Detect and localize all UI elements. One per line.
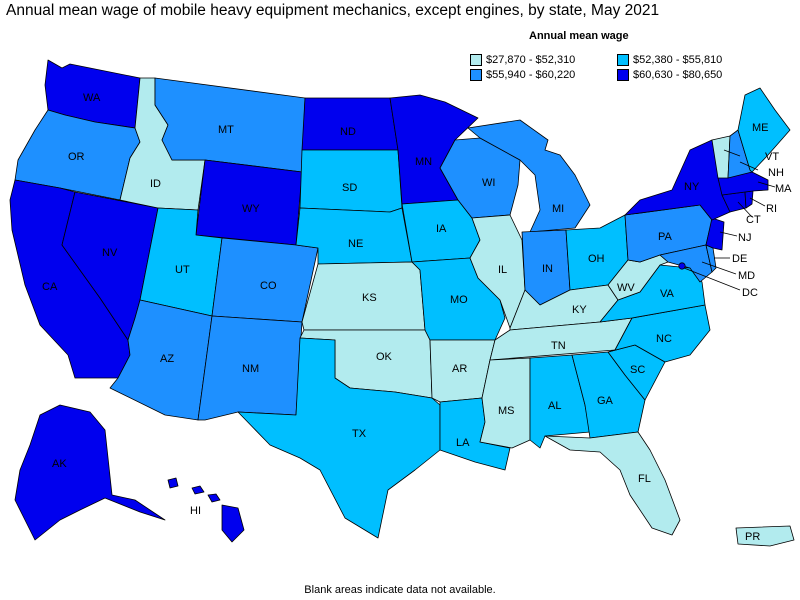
state-me[interactable] — [737, 87, 791, 173]
label-nd: ND — [340, 126, 356, 138]
leader-line-ct — [737, 201, 753, 218]
label-wy: WY — [242, 203, 260, 215]
label-mn: MN — [415, 156, 432, 168]
label-vt: VT — [765, 151, 779, 163]
label-ak: AK — [52, 458, 67, 470]
label-ri: RI — [766, 203, 777, 215]
state-co[interactable] — [211, 237, 319, 323]
label-nh: NH — [768, 167, 784, 179]
label-tn: TN — [551, 340, 566, 352]
state-sd[interactable] — [299, 149, 403, 213]
leader-line-nh — [739, 161, 759, 171]
label-mo: MO — [450, 294, 468, 306]
label-de: DE — [732, 253, 747, 265]
label-ia: IA — [436, 223, 447, 235]
label-il: IL — [498, 264, 507, 276]
label-pr: PR — [745, 531, 760, 543]
state-dc[interactable] — [678, 262, 686, 270]
label-ma: MA — [775, 183, 792, 195]
state-nd[interactable] — [301, 97, 399, 151]
label-ne: NE — [348, 238, 363, 250]
legend-swatch-bin-3 — [470, 69, 482, 81]
leader-line-ma — [757, 181, 776, 188]
label-nv: NV — [102, 247, 118, 259]
label-ar: AR — [452, 363, 467, 375]
label-va: VA — [660, 288, 675, 300]
state-ms[interactable] — [479, 357, 531, 449]
label-hi: HI — [190, 505, 201, 517]
state-ri[interactable] — [744, 190, 754, 209]
label-co: CO — [260, 280, 277, 292]
state-mi[interactable] — [467, 119, 591, 233]
label-ok: OK — [376, 351, 393, 363]
label-tx: TX — [352, 428, 367, 440]
label-wa: WA — [83, 92, 101, 104]
legend-item-bin-3: $55,940 - $60,220 — [470, 69, 575, 81]
label-az: AZ — [160, 353, 174, 365]
state-il[interactable] — [469, 214, 526, 329]
label-mt: MT — [218, 124, 234, 136]
label-or: OR — [68, 151, 85, 163]
label-ga: GA — [597, 395, 614, 407]
state-tx[interactable] — [237, 337, 441, 539]
state-nj[interactable] — [705, 217, 725, 251]
legend-swatch-bin-4 — [617, 69, 629, 81]
legend-label-bin-1: $27,870 - $52,310 — [486, 54, 576, 66]
legend-item-bin-2: $52,380 - $55,810 — [617, 54, 722, 66]
legend-swatch-bin-2 — [617, 54, 629, 66]
leader-line-vt — [723, 149, 741, 157]
label-id: ID — [150, 178, 161, 190]
label-ny: NY — [684, 181, 700, 193]
label-ca: CA — [42, 281, 58, 293]
label-in: IN — [542, 263, 553, 275]
label-la: LA — [456, 437, 470, 449]
label-wv: WV — [617, 282, 635, 294]
label-ut: UT — [175, 264, 190, 276]
label-al: AL — [548, 400, 561, 412]
legend-label-bin-3: $55,940 - $60,220 — [486, 69, 576, 81]
legend-label-bin-2: $52,380 - $55,810 — [633, 54, 723, 66]
leader-line-dc — [683, 267, 741, 291]
state-ak[interactable] — [14, 404, 166, 541]
map-title: Annual mean wage of mobile heavy equipme… — [6, 2, 660, 19]
label-pa: PA — [658, 231, 673, 243]
label-nc: NC — [656, 333, 672, 345]
label-sd: SD — [342, 182, 357, 194]
legend-label-bin-4: $60,630 - $80,650 — [633, 69, 723, 81]
legend-item-bin-1: $27,870 - $52,310 — [470, 54, 575, 66]
legend-item-bin-4: $60,630 - $80,650 — [617, 69, 722, 81]
leader-line-md — [701, 261, 737, 275]
label-mi: MI — [552, 203, 564, 215]
label-dc: DC — [742, 287, 758, 299]
label-ky: KY — [572, 304, 587, 316]
state-hi[interactable] — [167, 477, 245, 543]
label-wi: WI — [482, 177, 495, 189]
label-ks: KS — [362, 292, 377, 304]
leader-line-ri — [749, 197, 766, 207]
label-ms: MS — [498, 405, 515, 417]
label-md: MD — [738, 270, 755, 282]
legend-title: Annual mean wage — [529, 30, 629, 42]
label-fl: FL — [638, 473, 651, 485]
legend-swatch-bin-1 — [470, 54, 482, 66]
label-nj: NJ — [738, 232, 751, 244]
footer-note: Blank areas indicate data not available. — [304, 584, 496, 596]
label-oh: OH — [588, 253, 605, 265]
leader-line-nj — [719, 231, 738, 237]
label-me: ME — [752, 122, 769, 134]
state-fl[interactable] — [544, 431, 681, 536]
state-pr[interactable] — [735, 525, 795, 547]
label-ct: CT — [746, 214, 761, 226]
label-nm: NM — [242, 363, 259, 375]
label-sc: SC — [630, 364, 645, 376]
